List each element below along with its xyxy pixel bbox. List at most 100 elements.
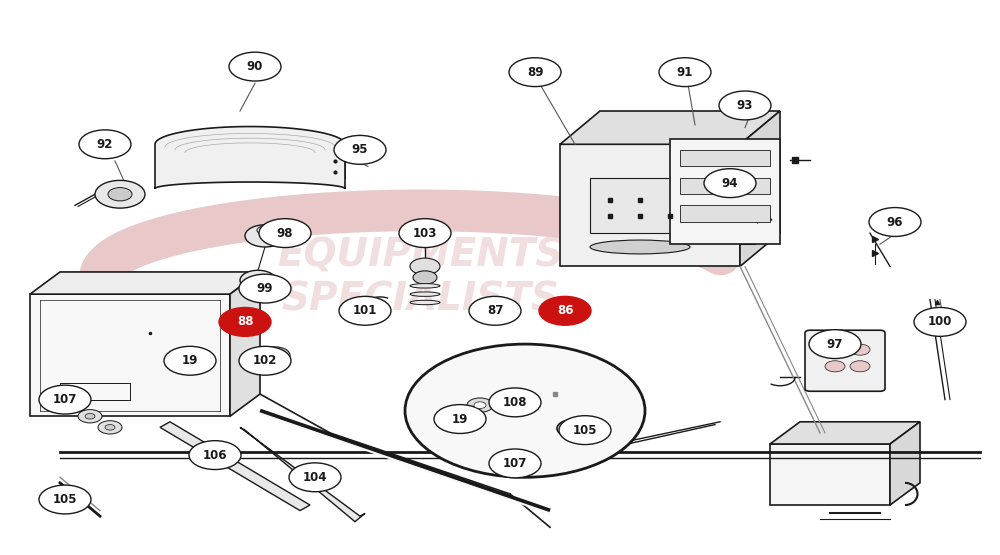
Text: 98: 98: [277, 226, 293, 240]
Circle shape: [79, 130, 131, 159]
Ellipse shape: [590, 240, 690, 254]
Circle shape: [239, 346, 291, 375]
Circle shape: [399, 219, 451, 248]
Text: 96: 96: [887, 215, 903, 229]
Circle shape: [509, 58, 561, 87]
Circle shape: [434, 405, 486, 433]
Text: 93: 93: [737, 99, 753, 112]
Text: 86: 86: [557, 304, 573, 317]
Text: 91: 91: [677, 65, 693, 79]
Text: 101: 101: [353, 304, 377, 317]
Circle shape: [95, 180, 145, 208]
Polygon shape: [495, 450, 525, 463]
Polygon shape: [30, 294, 230, 416]
Polygon shape: [30, 272, 260, 294]
Ellipse shape: [410, 292, 440, 296]
Circle shape: [39, 485, 91, 514]
Polygon shape: [160, 422, 310, 511]
Polygon shape: [770, 444, 890, 505]
Circle shape: [489, 388, 541, 417]
Ellipse shape: [410, 284, 440, 288]
Text: 99: 99: [257, 282, 273, 295]
Circle shape: [469, 296, 521, 325]
Circle shape: [659, 58, 711, 87]
Circle shape: [719, 91, 771, 120]
Text: 97: 97: [827, 337, 843, 351]
Text: 107: 107: [503, 457, 527, 470]
Text: 92: 92: [97, 138, 113, 151]
Circle shape: [410, 258, 440, 275]
Circle shape: [474, 402, 486, 408]
Polygon shape: [590, 178, 690, 233]
Circle shape: [850, 361, 870, 372]
Polygon shape: [740, 111, 780, 266]
Polygon shape: [230, 272, 260, 416]
Circle shape: [539, 296, 591, 325]
Circle shape: [240, 270, 276, 290]
Text: EQUIPMENTS
SPECIALISTS: EQUIPMENTS SPECIALISTS: [277, 236, 563, 319]
Circle shape: [58, 398, 82, 412]
Circle shape: [260, 347, 290, 364]
Text: 19: 19: [182, 354, 198, 367]
Text: 108: 108: [503, 396, 527, 409]
Circle shape: [105, 425, 115, 430]
Circle shape: [39, 385, 91, 414]
Polygon shape: [890, 422, 920, 505]
Circle shape: [850, 344, 870, 355]
Circle shape: [467, 398, 493, 412]
Circle shape: [825, 361, 845, 372]
Polygon shape: [770, 422, 920, 444]
Circle shape: [413, 271, 437, 284]
Circle shape: [488, 303, 506, 313]
Circle shape: [334, 135, 386, 164]
Text: 103: 103: [413, 226, 437, 240]
Polygon shape: [680, 178, 770, 194]
Circle shape: [259, 219, 311, 248]
Circle shape: [489, 449, 541, 478]
Polygon shape: [680, 205, 770, 222]
Circle shape: [289, 463, 341, 492]
Polygon shape: [155, 127, 345, 189]
Circle shape: [187, 354, 203, 362]
Ellipse shape: [410, 300, 440, 305]
Circle shape: [229, 52, 281, 81]
Text: 105: 105: [53, 493, 77, 506]
Text: 100: 100: [928, 315, 952, 329]
Circle shape: [239, 274, 291, 303]
Text: 104: 104: [303, 471, 327, 484]
Circle shape: [559, 416, 611, 445]
Circle shape: [179, 349, 211, 367]
Circle shape: [189, 441, 241, 470]
Text: 105: 105: [573, 423, 597, 437]
Text: 90: 90: [247, 60, 263, 73]
Circle shape: [85, 413, 95, 419]
Text: 19: 19: [452, 412, 468, 426]
Circle shape: [108, 188, 132, 201]
Circle shape: [164, 346, 216, 375]
Circle shape: [78, 410, 102, 423]
Text: 95: 95: [352, 143, 368, 157]
Circle shape: [98, 421, 122, 434]
FancyBboxPatch shape: [805, 330, 885, 391]
Polygon shape: [670, 139, 780, 244]
Circle shape: [245, 225, 285, 247]
Circle shape: [257, 226, 273, 235]
Circle shape: [809, 330, 861, 359]
Text: 102: 102: [253, 354, 277, 367]
Circle shape: [869, 208, 921, 236]
Polygon shape: [680, 150, 770, 166]
Polygon shape: [560, 111, 780, 144]
Text: 107: 107: [53, 393, 77, 406]
Polygon shape: [240, 427, 365, 522]
Text: 89: 89: [527, 65, 543, 79]
Circle shape: [65, 402, 75, 408]
Circle shape: [339, 296, 391, 325]
Circle shape: [501, 395, 529, 410]
Text: 106: 106: [203, 448, 227, 462]
Text: 94: 94: [722, 176, 738, 190]
Circle shape: [405, 344, 645, 477]
Circle shape: [825, 344, 845, 355]
Circle shape: [704, 169, 756, 198]
Text: 87: 87: [487, 304, 503, 317]
Circle shape: [914, 307, 966, 336]
